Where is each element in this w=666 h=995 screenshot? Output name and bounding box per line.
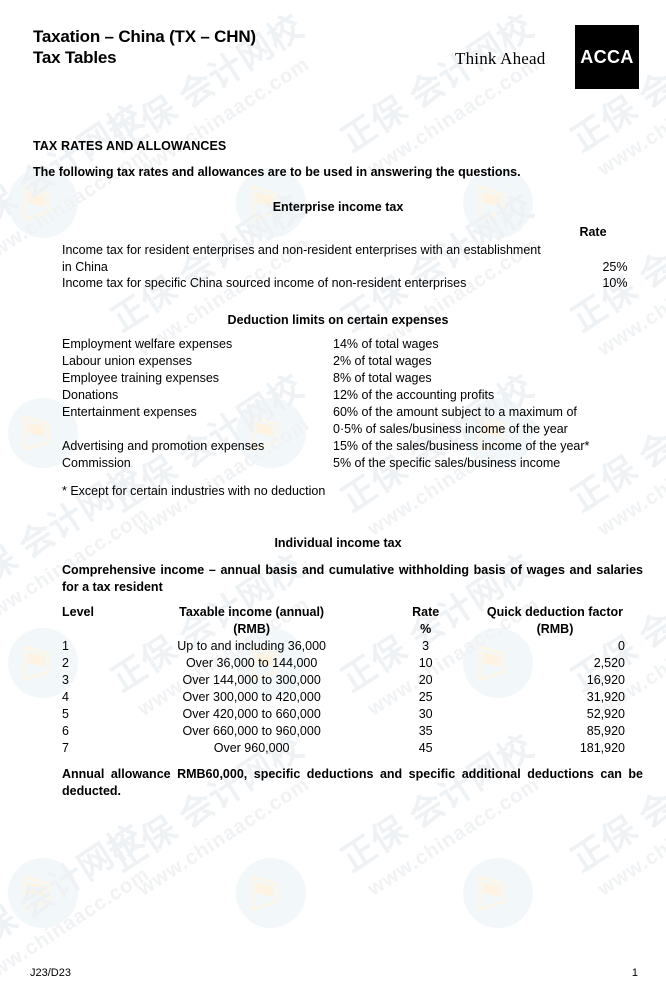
cell-income: Over 420,000 to 660,000 <box>182 707 321 721</box>
table-row: Entertainment expenses 60% of the amount… <box>62 404 647 438</box>
table-row: 3 Over 144,000 to 300,000 20 16,920 <box>62 672 643 689</box>
tax-rates-subtitle: The following tax rates and allowances a… <box>33 165 521 179</box>
cell-income: Up to and including 36,000 <box>177 639 326 653</box>
page-title: Taxation – China (TX – CHN) Tax Tables <box>33 26 256 68</box>
deduction-value: 2% of total wages <box>333 354 432 368</box>
cell-rate: 10 <box>418 656 433 670</box>
column-header-level: Level <box>62 605 94 619</box>
table-row: 6 Over 660,000 to 960,000 35 85,920 <box>62 723 643 740</box>
cell-level: 2 <box>62 656 69 670</box>
cell-qdf: 31,920 <box>586 690 625 704</box>
deduction-label: Commission <box>62 456 131 470</box>
cell-level: 4 <box>62 690 69 704</box>
column-header-level-unit <box>62 621 119 638</box>
page-title-line1: Taxation – China (TX – CHN) <box>33 27 256 46</box>
page-header: Taxation – China (TX – CHN) Tax Tables T… <box>0 0 666 110</box>
individual-income-tax-table: Level Taxable income (annual) Rate Quick… <box>62 604 643 757</box>
cell-qdf: 16,920 <box>586 673 625 687</box>
cell-rate: 20 <box>418 673 433 687</box>
table-header: Level Taxable income (annual) Rate Quick… <box>62 604 643 638</box>
tax-rates-heading: TAX RATES AND ALLOWANCES <box>33 139 227 153</box>
acca-tagline: Think Ahead <box>455 49 546 68</box>
cell-income: Over 660,000 to 960,000 <box>182 724 321 738</box>
deduction-label: Employee training expenses <box>62 371 220 385</box>
cell-level: 3 <box>62 673 69 687</box>
cell-level: 5 <box>62 707 69 721</box>
enterprise-row-rate: 10% <box>602 276 628 290</box>
column-header-income: Taxable income (annual) <box>179 605 325 619</box>
cell-qdf: 181,920 <box>579 741 625 755</box>
table-row: 4 Over 300,000 to 420,000 25 31,920 <box>62 689 643 706</box>
cell-qdf: 0 <box>618 639 625 653</box>
column-header-qdf-unit: (RMB) <box>536 622 574 636</box>
deduction-value-line2: 0·5% of sales/business income of the yea… <box>333 422 568 436</box>
footer-exam-code: J23/D23 <box>30 967 71 979</box>
table-row: Income tax for specific China sourced in… <box>62 275 643 292</box>
cell-qdf: 52,920 <box>586 707 625 721</box>
deduction-value: 12% of the accounting profits <box>333 388 495 402</box>
table-row: 2 Over 36,000 to 144,000 10 2,520 <box>62 655 643 672</box>
enterprise-income-tax-rows: Income tax for resident enterprises and … <box>62 242 643 292</box>
cell-rate: 30 <box>418 707 433 721</box>
table-row: Employee training expenses 8% of total w… <box>62 370 647 387</box>
cell-level: 7 <box>62 741 69 755</box>
individual-income-tax-description: Comprehensive income – annual basis and … <box>62 563 643 594</box>
cell-income: Over 300,000 to 420,000 <box>182 690 321 704</box>
deduction-label: Employment welfare expenses <box>62 337 233 351</box>
enterprise-income-tax-heading: Enterprise income tax <box>272 200 404 214</box>
cell-qdf: 85,920 <box>586 724 625 738</box>
table-row: Commission 5% of the specific sales/busi… <box>62 455 647 472</box>
deduction-value: 8% of total wages <box>333 371 432 385</box>
cell-level: 1 <box>62 639 69 653</box>
deduction-value-line1: 60% of the amount subject to a maximum o… <box>333 405 577 419</box>
deduction-limits-heading: Deduction limits on certain expenses <box>227 313 449 327</box>
table-body: 1 Up to and including 36,000 3 0 2 Over … <box>62 638 643 757</box>
enterprise-row-rate: 25% <box>602 259 628 274</box>
column-header-rate-unit: % <box>420 622 432 636</box>
acca-logo: ACCA <box>575 25 639 89</box>
cell-rate: 3 <box>422 639 430 653</box>
cell-level: 6 <box>62 724 69 738</box>
column-header-income-unit: (RMB) <box>233 622 271 636</box>
footer-page-number: 1 <box>631 967 638 979</box>
cell-income: Over 144,000 to 300,000 <box>182 673 321 687</box>
deduction-limits-table: Employment welfare expenses 14% of total… <box>62 336 647 472</box>
cell-qdf: 2,520 <box>593 656 625 670</box>
cell-rate: 35 <box>418 724 433 738</box>
column-header-rate: Rate <box>412 605 440 619</box>
table-row: Donations 12% of the accounting profits <box>62 387 647 404</box>
deduction-label: Donations <box>62 388 119 402</box>
table-row: Labour union expenses 2% of total wages <box>62 353 647 370</box>
table-header-row: Level Taxable income (annual) Rate Quick… <box>62 604 643 621</box>
cell-rate: 45 <box>418 741 433 755</box>
table-row: 5 Over 420,000 to 660,000 30 52,920 <box>62 706 643 723</box>
enterprise-rate-column-header: Rate <box>579 225 607 239</box>
deduction-value: 14% of total wages <box>333 337 439 351</box>
enterprise-row-description: Income tax for specific China sourced in… <box>62 276 467 290</box>
individual-income-tax-heading: Individual income tax <box>274 536 402 550</box>
deduction-label: Labour union expenses <box>62 354 192 368</box>
page-title-line2: Tax Tables <box>33 48 117 67</box>
deduction-label: Advertising and promotion expenses <box>62 439 265 453</box>
deduction-value: 15% of the sales/business income of the … <box>333 439 590 453</box>
deduction-footnote: * Except for certain industries with no … <box>62 484 326 498</box>
cell-income: Over 36,000 to 144,000 <box>185 656 318 670</box>
table-row: Income tax for resident enterprises and … <box>62 242 643 275</box>
table-row: Advertising and promotion expenses 15% o… <box>62 438 647 455</box>
deduction-value: 60% of the amount subject to a maximum o… <box>333 404 647 438</box>
table-header-row-units: (RMB) % (RMB) <box>62 621 643 638</box>
table-row: 1 Up to and including 36,000 3 0 <box>62 638 643 655</box>
deduction-value: 5% of the specific sales/business income <box>333 456 561 470</box>
table-row: 7 Over 960,000 45 181,920 <box>62 740 643 757</box>
cell-rate: 25 <box>418 690 433 704</box>
table-row: Employment welfare expenses 14% of total… <box>62 336 647 353</box>
column-header-qdf: Quick deduction factor <box>486 605 624 619</box>
cell-income: Over 960,000 <box>213 741 290 755</box>
annual-allowance-note: Annual allowance RMB60,000, specific ded… <box>62 767 643 798</box>
enterprise-row-description: Income tax for resident enterprises and … <box>62 243 541 274</box>
deduction-label: Entertainment expenses <box>62 405 197 419</box>
